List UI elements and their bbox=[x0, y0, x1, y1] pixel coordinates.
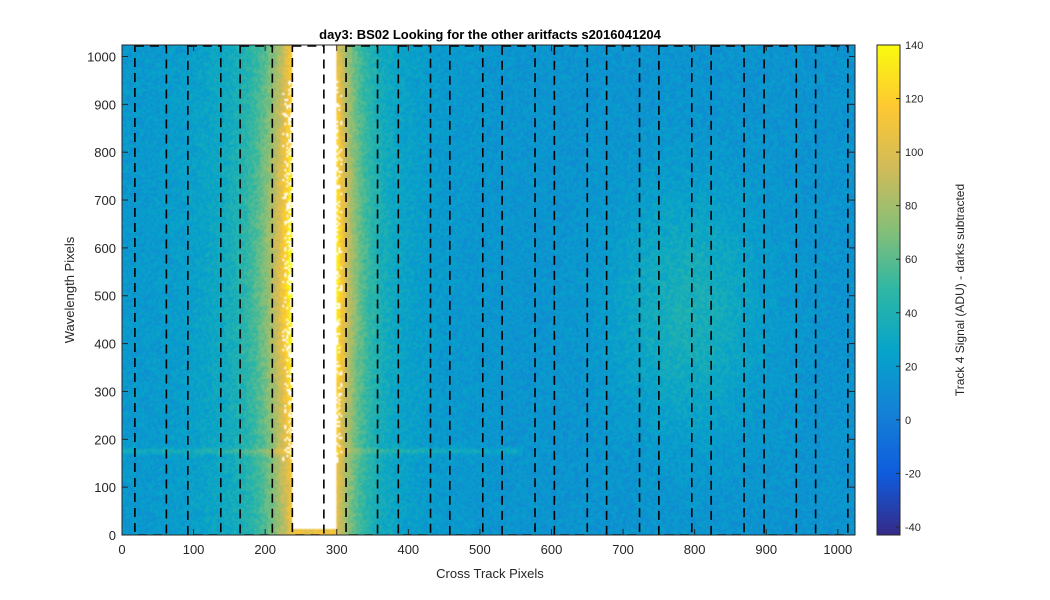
colorbar-label: Track 4 Signal (ADU) - darks subtracted bbox=[953, 184, 967, 396]
y-tick-label: 800 bbox=[94, 145, 116, 160]
x-tick-label: 100 bbox=[183, 542, 205, 557]
colorbar-tick-label: 80 bbox=[905, 201, 917, 213]
dashed-box bbox=[239, 45, 274, 535]
y-tick-label: 700 bbox=[94, 193, 116, 208]
dashed-box bbox=[553, 45, 589, 535]
dashed-box bbox=[501, 45, 536, 535]
x-axis-label: Cross Track Pixels bbox=[436, 566, 544, 581]
dashed-box bbox=[763, 45, 798, 535]
colorbar: -40 -20 0 20 40 60 80 100 120 140 bbox=[876, 40, 923, 536]
colorbar-tick-label: 100 bbox=[905, 147, 923, 159]
x-axis: 0 100 200 300 400 500 600 700 800 900 1000 bbox=[118, 45, 852, 557]
y-axis-label: Wavelength Pixels bbox=[62, 236, 77, 343]
x-tick-label: 500 bbox=[469, 542, 491, 557]
x-tick-label: 300 bbox=[326, 542, 348, 557]
x-tick-label: 600 bbox=[541, 542, 563, 557]
y-tick-label: 100 bbox=[94, 480, 116, 495]
dashed-box bbox=[449, 45, 484, 535]
colorbar-tick-label: 120 bbox=[905, 94, 923, 106]
x-tick-label: 900 bbox=[755, 542, 777, 557]
dashed-box bbox=[187, 45, 222, 535]
y-tick-label: 1000 bbox=[87, 49, 116, 64]
y-tick-label: 900 bbox=[94, 97, 116, 112]
y-tick-label: 600 bbox=[94, 241, 116, 256]
dashed-boxes bbox=[134, 45, 849, 535]
chart-title: day3: BS02 Looking for the other aritfac… bbox=[319, 27, 662, 42]
dashed-box bbox=[134, 45, 168, 535]
colorbar-tick-label: -20 bbox=[905, 468, 921, 480]
colorbar-tick-label: -40 bbox=[905, 522, 921, 534]
dashed-box bbox=[814, 45, 849, 535]
colorbar-tick-label: 140 bbox=[905, 40, 923, 52]
x-tick-label: 700 bbox=[612, 542, 634, 557]
dashed-box bbox=[658, 45, 693, 535]
y-tick-label: 400 bbox=[94, 337, 116, 352]
dashed-box bbox=[710, 45, 745, 535]
dashed-box bbox=[291, 45, 325, 535]
colorbar-tick-label: 40 bbox=[905, 308, 917, 320]
y-tick-label: 300 bbox=[94, 384, 116, 399]
x-tick-label: 800 bbox=[684, 542, 706, 557]
dashed-box bbox=[397, 45, 432, 535]
y-axis: 0 100 200 300 400 500 600 700 800 900 1000 bbox=[87, 49, 855, 543]
heatmap-image bbox=[122, 45, 855, 535]
y-tick-label: 500 bbox=[94, 289, 116, 304]
colorbar-tick-label: 60 bbox=[905, 254, 917, 266]
colorbar-ticks: -40 -20 0 20 40 60 80 100 120 140 bbox=[896, 40, 923, 534]
x-tick-label: 400 bbox=[397, 542, 419, 557]
plot-frame bbox=[121, 44, 856, 536]
colorbar-gradient bbox=[876, 44, 901, 536]
x-tick-label: 1000 bbox=[823, 542, 852, 557]
y-tick-label: 200 bbox=[94, 432, 116, 447]
x-tick-label: 0 bbox=[118, 542, 125, 557]
plot-area: 0 100 200 300 400 500 600 700 800 900 1000 0 100 200… bbox=[87, 44, 856, 557]
colorbar-tick-label: 0 bbox=[905, 415, 911, 427]
x-tick-label: 200 bbox=[254, 542, 276, 557]
y-tick-label: 0 bbox=[109, 528, 116, 543]
dashed-box bbox=[345, 45, 379, 535]
colorbar-tick-label: 20 bbox=[905, 361, 917, 373]
